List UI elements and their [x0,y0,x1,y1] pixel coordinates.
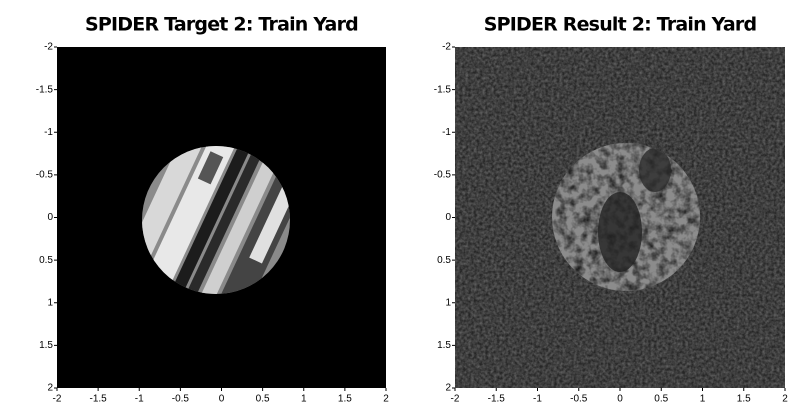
y-tick-label: -1.5 [434,84,452,95]
chart-title: SPIDER Target 2: Train Yard [85,14,358,36]
y-tick-label: -2 [442,42,451,53]
x-tick-label: -1 [533,394,542,405]
y-tick-label: 1 [47,297,53,308]
y-tick-label: -2 [44,42,53,53]
y-tick-label: 1.5 [437,340,451,351]
y-tick-label: -1.5 [36,84,54,95]
x-tick-label: 1 [301,394,307,405]
y-tick-label: 0 [47,212,53,223]
x-tick-label: -0.5 [570,394,588,405]
y-tick-label: -0.5 [36,170,54,181]
figure: SPIDER Target 2: Train Yard -2 -1.5 -1 -0.5 0… [0,0,791,411]
y-tick-label: -1 [442,127,451,138]
y-tick-label: -0.5 [434,170,452,181]
x-tick-label: -2 [53,394,62,405]
x-tick-label: 0.5 [654,394,668,405]
y-tick-label: 2 [445,383,451,394]
y-tick-label: 0.5 [437,255,451,266]
x-tick-label: -1.5 [90,394,108,405]
y-tick-label: -1 [44,127,53,138]
result-image [455,47,785,388]
y-tick-label: 1 [445,297,451,308]
x-tick-label: 2 [782,394,788,405]
x-tick-label: 1.5 [338,394,352,405]
chart-title: SPIDER Result 2: Train Yard [484,14,757,36]
x-tick-label: 1.5 [737,394,751,405]
x-tick-label: -1 [135,394,144,405]
x-tick-label: 2 [383,394,389,405]
x-tick-label: 0.5 [256,394,270,405]
y-tick-label: 1.5 [39,340,53,351]
x-tick-label: 0 [617,394,623,405]
y-tick-label: 0.5 [39,255,53,266]
target-image [57,47,386,388]
y-tick-label: 2 [47,383,53,394]
x-tick-label: -2 [451,394,460,405]
x-tick-label: -1.5 [488,394,506,405]
y-tick-label: 0 [445,212,451,223]
x-tick-label: -0.5 [172,394,190,405]
x-tick-label: 0 [219,394,225,405]
x-tick-label: 1 [700,394,706,405]
